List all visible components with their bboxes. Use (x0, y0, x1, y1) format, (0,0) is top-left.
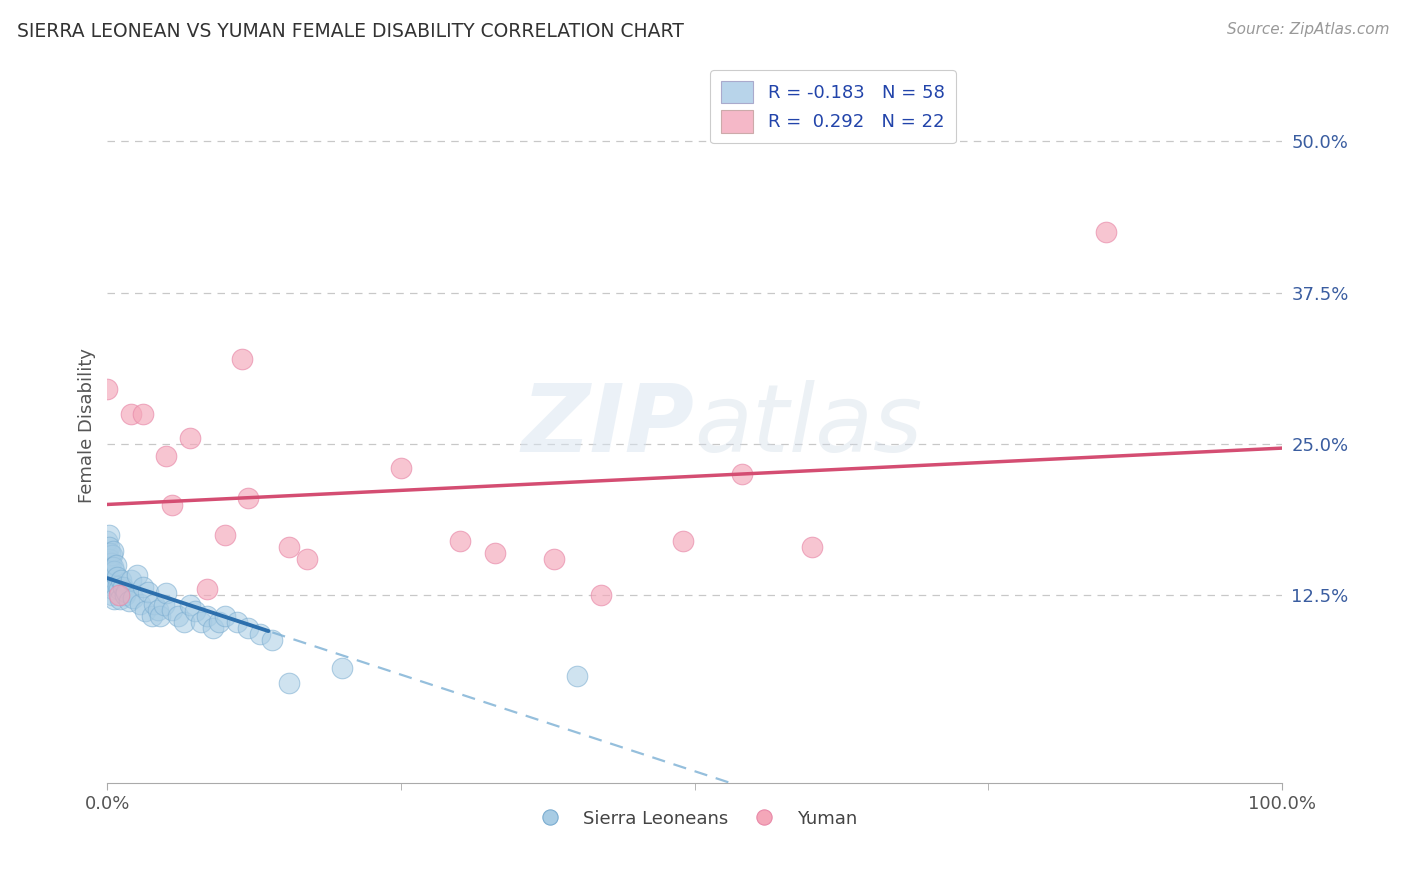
Point (120, 573, 142, 587)
Point (96, 533, 118, 548)
Point (110, 573, 132, 587)
Point (208, 615, 231, 629)
Point (131, 407, 153, 421)
Point (103, 564, 125, 578)
Point (98, 546, 121, 560)
Point (96, 546, 118, 560)
Point (152, 598, 174, 612)
Point (103, 543, 125, 558)
Point (238, 621, 260, 635)
Point (179, 431, 201, 445)
Point (138, 584, 160, 599)
Point (141, 608, 163, 623)
Point (543, 552, 565, 566)
Legend: Sierra Leoneans, Yuman: Sierra Leoneans, Yuman (524, 802, 865, 835)
Point (173, 615, 195, 629)
Point (105, 570, 128, 584)
Point (101, 588, 124, 602)
Point (389, 461, 412, 475)
Point (260, 633, 283, 648)
Point (184, 604, 207, 618)
Point (155, 449, 177, 463)
Text: atlas: atlas (695, 380, 922, 471)
Text: SIERRA LEONEAN VS YUMAN FEMALE DISABILITY CORRELATION CHART: SIERRA LEONEAN VS YUMAN FEMALE DISABILIT… (17, 22, 683, 41)
Point (278, 675, 301, 690)
Point (96, 383, 118, 397)
Y-axis label: Female Disability: Female Disability (79, 348, 96, 503)
Point (195, 608, 218, 623)
Text: ZIP: ZIP (522, 380, 695, 472)
Point (330, 661, 353, 675)
Point (195, 582, 218, 597)
Point (214, 528, 236, 542)
Point (295, 552, 318, 566)
Point (484, 546, 506, 560)
Point (231, 352, 253, 367)
Point (730, 467, 752, 482)
Point (100, 564, 122, 578)
Point (160, 603, 183, 617)
Point (672, 533, 695, 548)
Point (1094, 225, 1116, 239)
Point (111, 580, 134, 594)
Point (278, 540, 301, 554)
Point (103, 560, 125, 574)
Point (565, 669, 588, 683)
Point (97, 540, 120, 554)
Point (110, 591, 132, 606)
Point (149, 608, 172, 623)
Point (103, 591, 125, 606)
Point (97, 552, 120, 566)
Point (97, 528, 120, 542)
Point (122, 591, 145, 605)
Point (589, 588, 612, 602)
Point (155, 586, 177, 600)
Point (103, 582, 125, 597)
Point (100, 556, 122, 570)
Text: Source: ZipAtlas.com: Source: ZipAtlas.com (1226, 22, 1389, 37)
Point (160, 498, 183, 512)
Point (115, 584, 138, 599)
Point (131, 580, 153, 594)
Point (449, 533, 471, 548)
Point (107, 579, 129, 593)
Point (214, 608, 236, 623)
Point (101, 549, 124, 563)
Point (190, 615, 212, 629)
Point (98, 573, 121, 587)
Point (225, 615, 247, 629)
Point (108, 588, 131, 602)
Point (146, 603, 169, 617)
Point (104, 558, 127, 572)
Point (166, 608, 188, 623)
Point (179, 598, 201, 612)
Point (120, 407, 142, 421)
Point (238, 491, 260, 506)
Point (108, 582, 131, 597)
Point (249, 627, 271, 641)
Point (143, 597, 166, 611)
Point (98, 560, 121, 574)
Point (114, 588, 136, 602)
Point (129, 597, 152, 611)
Point (202, 621, 225, 635)
Point (100, 576, 122, 591)
Point (134, 604, 156, 618)
Point (117, 594, 139, 608)
Point (801, 540, 824, 554)
Point (125, 567, 148, 582)
